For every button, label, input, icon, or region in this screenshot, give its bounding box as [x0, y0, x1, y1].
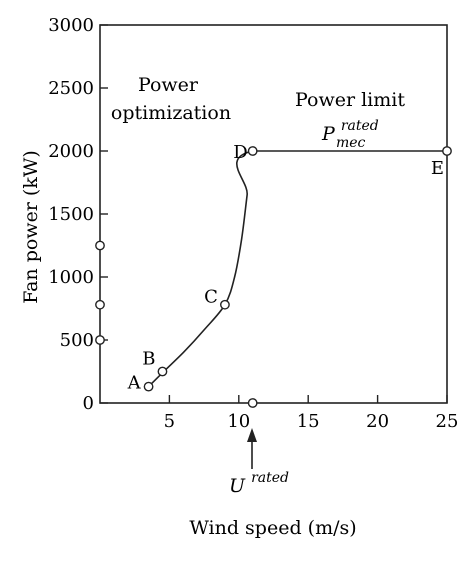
annotation-power-limit: Power limit: [295, 89, 405, 111]
y-axis-title: Fan power (kW): [20, 150, 42, 304]
y-tick-label: 0: [83, 393, 94, 414]
x-tick-label: 10: [227, 411, 250, 432]
point-label-d: D: [233, 142, 247, 163]
annotation-u-rated: U rated: [229, 470, 289, 497]
power-curve: [148, 150, 447, 388]
point-marker-e: [442, 146, 452, 156]
y-axis-marker: [95, 335, 105, 345]
point-marker-a: [143, 381, 154, 392]
u-rated-arrow-head: [247, 428, 257, 442]
y-tick-label: 2000: [48, 141, 94, 162]
y-axis-marker: [95, 299, 105, 310]
u-symbol: U: [229, 475, 246, 497]
point-markers-layer: AB C D E: [95, 142, 452, 408]
point-marker-c: [220, 299, 230, 310]
point-label-c: C: [204, 287, 218, 308]
x-tick-label: 20: [366, 411, 389, 432]
point-label-a: A: [127, 373, 142, 394]
axis-ticks: 0 500 1000 1500 2000 2500 3000 5 10 15 20 25: [48, 15, 458, 432]
annotation-power-optimization-line2: optimization: [111, 102, 231, 124]
annotation-power-optimization-line1: Power: [138, 74, 199, 96]
u-superscript: rated: [251, 470, 289, 486]
p-superscript: rated: [341, 118, 379, 134]
y-tick-label: 2500: [48, 78, 94, 99]
x-tick-label: 15: [297, 411, 320, 432]
y-tick-label: 1000: [48, 267, 94, 288]
p-symbol: P: [321, 123, 336, 145]
point-label-b: B: [142, 349, 155, 370]
y-tick-label: 1500: [48, 204, 94, 225]
point-marker-b: [157, 366, 168, 377]
x-axis-title: Wind speed (m/s): [189, 517, 356, 539]
x-axis-marker: [247, 398, 258, 408]
annotation-p-rated-mec: P rated: [321, 118, 379, 145]
x-tick-label: 5: [164, 411, 175, 432]
x-tick-label: 25: [436, 411, 459, 432]
annotation-p-subscript: mec: [336, 135, 366, 151]
point-marker-d: [247, 146, 258, 156]
y-tick-label: 3000: [48, 15, 94, 36]
point-label-e: E: [431, 158, 444, 179]
y-axis-marker: [95, 240, 105, 251]
power-curve-layer: [148, 150, 447, 388]
y-tick-label: 500: [60, 330, 94, 351]
